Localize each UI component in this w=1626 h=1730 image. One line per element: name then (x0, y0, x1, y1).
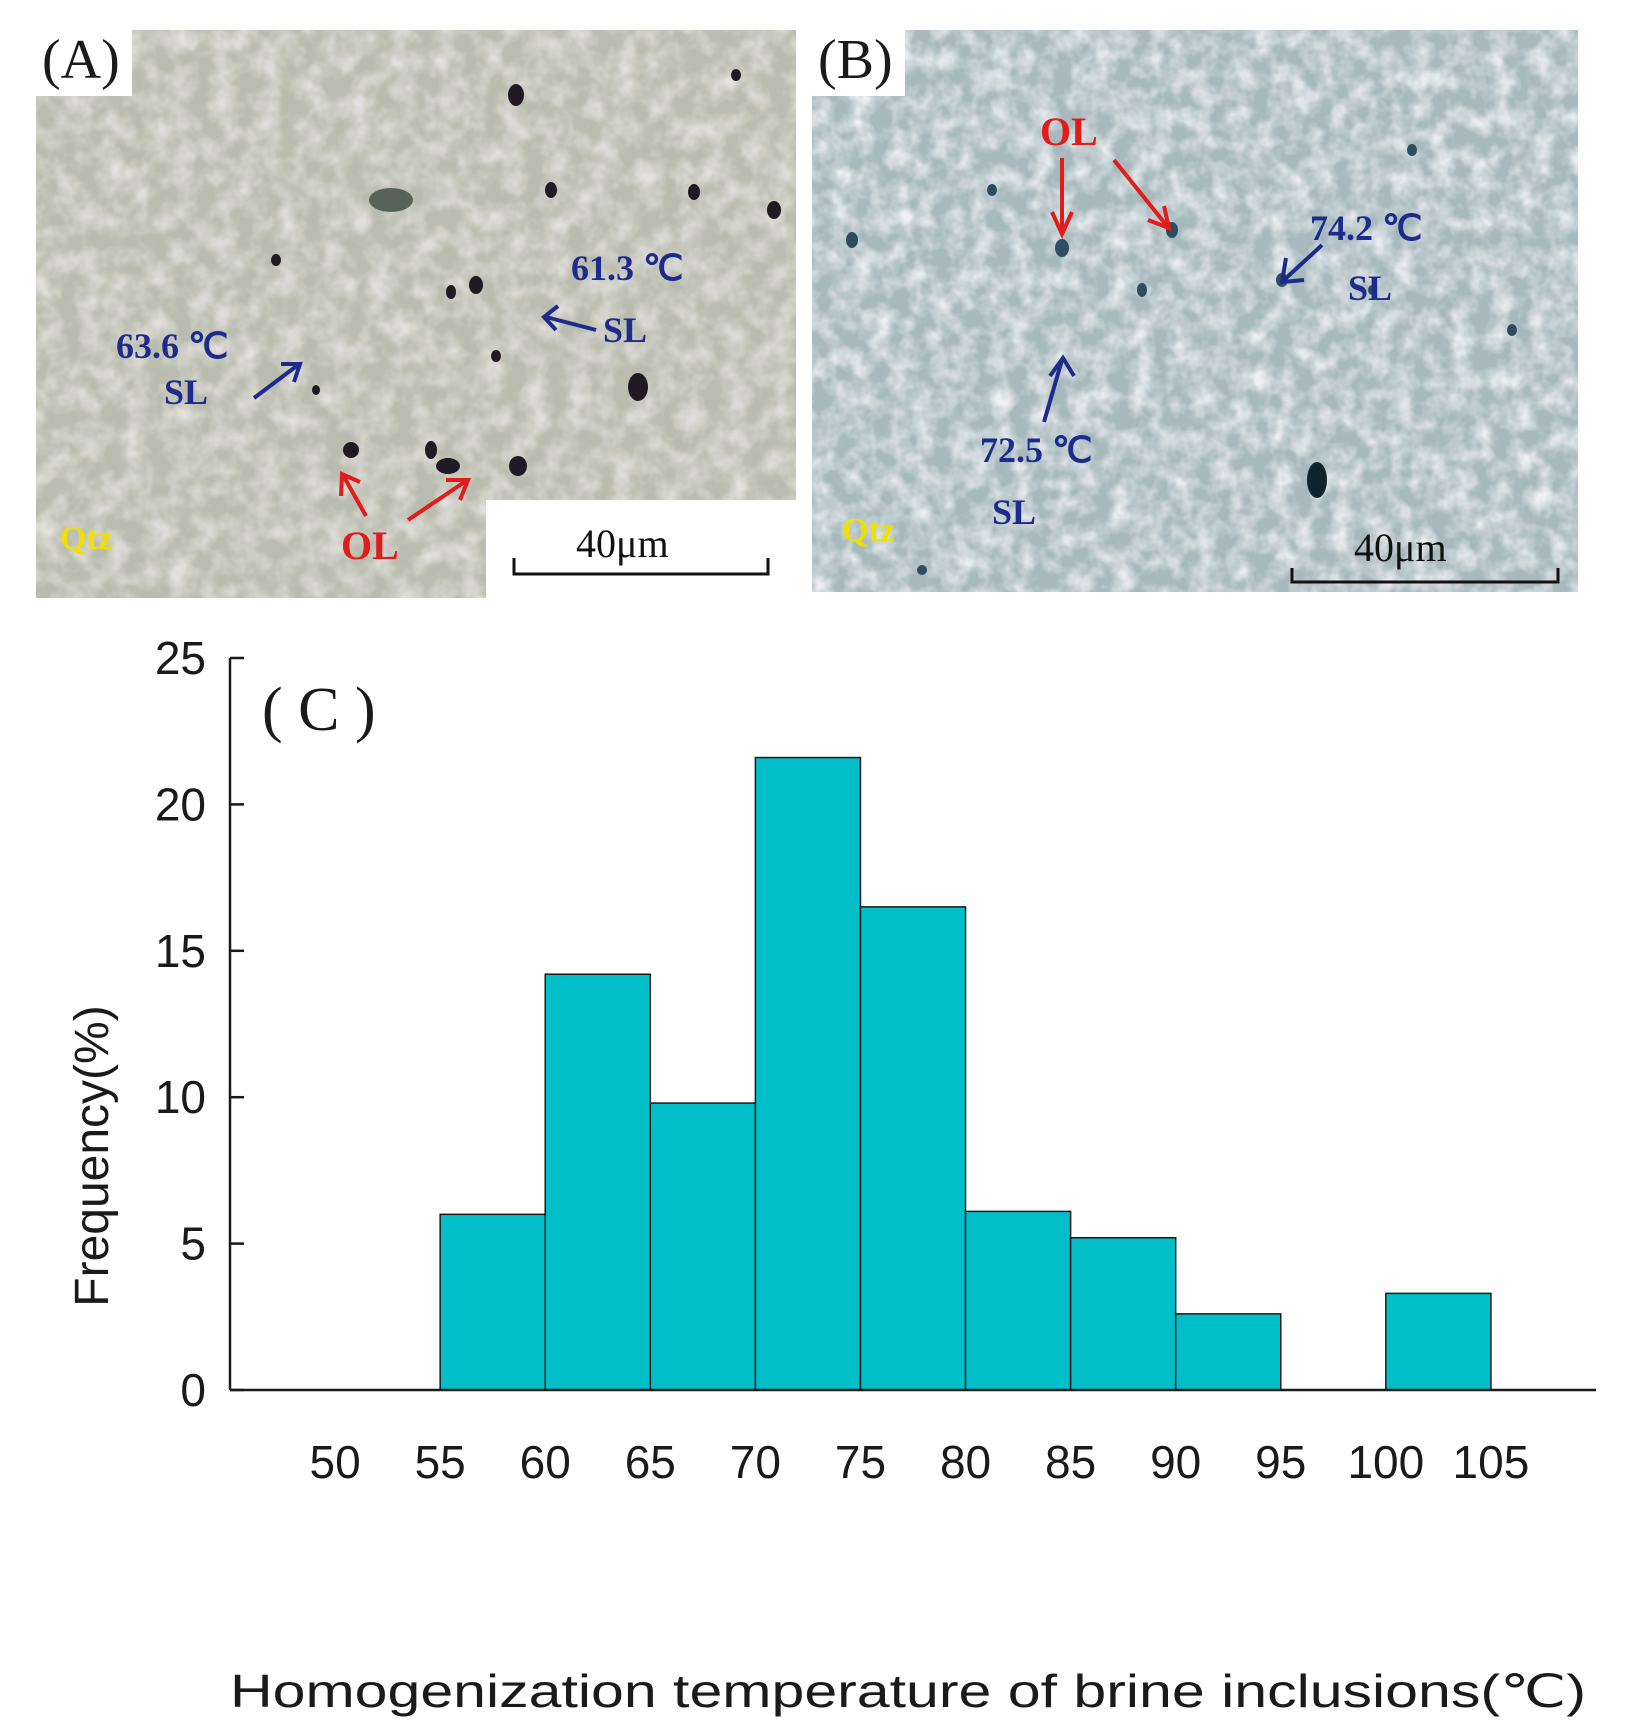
panel-b-ol-label: OL (1040, 109, 1098, 154)
panel-a-sl-label-2: SL (603, 310, 648, 350)
x-tick-label-80: 80 (940, 1436, 991, 1488)
panel-b-temp-label-1: 74.2 ℃ (1310, 208, 1423, 248)
x-tick-label-105: 105 (1453, 1436, 1530, 1488)
x-tick-label-55: 55 (415, 1436, 466, 1488)
panel-b-sl-label-2: SL (992, 492, 1037, 532)
y-tick-label-10: 10 (155, 1071, 206, 1123)
x-tick-label-50: 50 (309, 1436, 360, 1488)
panel-a-label: (A) (36, 30, 132, 96)
x-tick-label-60: 60 (520, 1436, 571, 1488)
y-tick-label-15: 15 (155, 925, 206, 977)
panel-a-scale-bar (512, 558, 770, 576)
histogram-bar-55-60 (439, 1213, 546, 1391)
panel-a-scale-label: 40μm (576, 521, 669, 566)
panel-a-qtz-label: Qtz (60, 520, 113, 557)
panel-a-arrows (252, 304, 597, 522)
panel-a-scale-box (486, 500, 796, 598)
panel-a-ol-label: OL (341, 523, 399, 568)
histogram-bar-100-105 (1385, 1292, 1492, 1391)
histogram-bar-60-65 (544, 973, 652, 1391)
x-tick-label-65: 65 (625, 1436, 676, 1488)
micrograph-panel-b: (B) OL 74.2 ℃ SL 72.5 ℃ SL Qtz 40μm (812, 30, 1578, 592)
panel-a-temp-label-2: 61.3 ℃ (571, 248, 684, 288)
panel-b-arrows (1042, 158, 1324, 423)
panel-c-label: ( C ) (262, 676, 376, 744)
panel-a-temp-label-1: 63.6 ℃ (116, 326, 229, 366)
panel-b-scale-label: 40μm (1354, 525, 1447, 570)
x-tick-label-90: 90 (1150, 1436, 1201, 1488)
panel-b-sl-label-1: SL (1348, 268, 1393, 308)
x-tick-label-85: 85 (1045, 1436, 1096, 1488)
panel-b-scale-bar (1290, 568, 1560, 584)
histogram-chart: 0 5 10 15 20 25 50 55 60 65 70 75 80 85 90 95 100 105 ( C… (155, 632, 1596, 1717)
micrograph-b-image (812, 30, 1578, 592)
x-tick-label-70: 70 (730, 1436, 781, 1488)
y-axis-label-holder: Frequency(%) (66, 1005, 119, 1306)
y-tick-label-0: 0 (180, 1364, 206, 1416)
histogram-bar-65-70 (649, 1102, 757, 1391)
chart-ticks: 0 5 10 15 20 25 50 55 60 65 70 75 80 85 90 95 100 105 (155, 632, 1529, 1488)
x-tick-label-75: 75 (835, 1436, 886, 1488)
panel-b-label: (B) (812, 30, 905, 96)
histogram-bar-75-80 (859, 906, 967, 1391)
x-axis-label: Homogenization temperature of brine incl… (230, 1665, 1586, 1717)
y-tick-label-5: 5 (180, 1218, 206, 1270)
micrograph-a-image (36, 30, 796, 598)
panel-b-temp-label-2: 72.5 ℃ (980, 430, 1093, 470)
x-tick-label-95: 95 (1255, 1436, 1306, 1488)
y-axis-label-text: Frequency(%) (66, 1005, 119, 1306)
histogram-bar-80-85 (964, 1210, 1072, 1391)
histogram-bar-90-95 (1174, 1313, 1282, 1391)
panel-b-qtz-label: Qtz (842, 512, 895, 549)
panel-a-sl-label-1: SL (164, 372, 209, 412)
x-tick-label-100: 100 (1347, 1436, 1424, 1488)
histogram-bar-85-90 (1069, 1236, 1177, 1391)
histogram-bar-70-75 (754, 756, 862, 1391)
histogram-bars (439, 756, 1492, 1391)
micrograph-panel-a: (A) 63.6 ℃ SL 61.3 ℃ SL OL Qtz 40μm (36, 30, 796, 598)
chart-axes (228, 658, 1596, 1392)
y-tick-label-25: 25 (155, 632, 206, 684)
y-tick-label-20: 20 (155, 778, 206, 830)
